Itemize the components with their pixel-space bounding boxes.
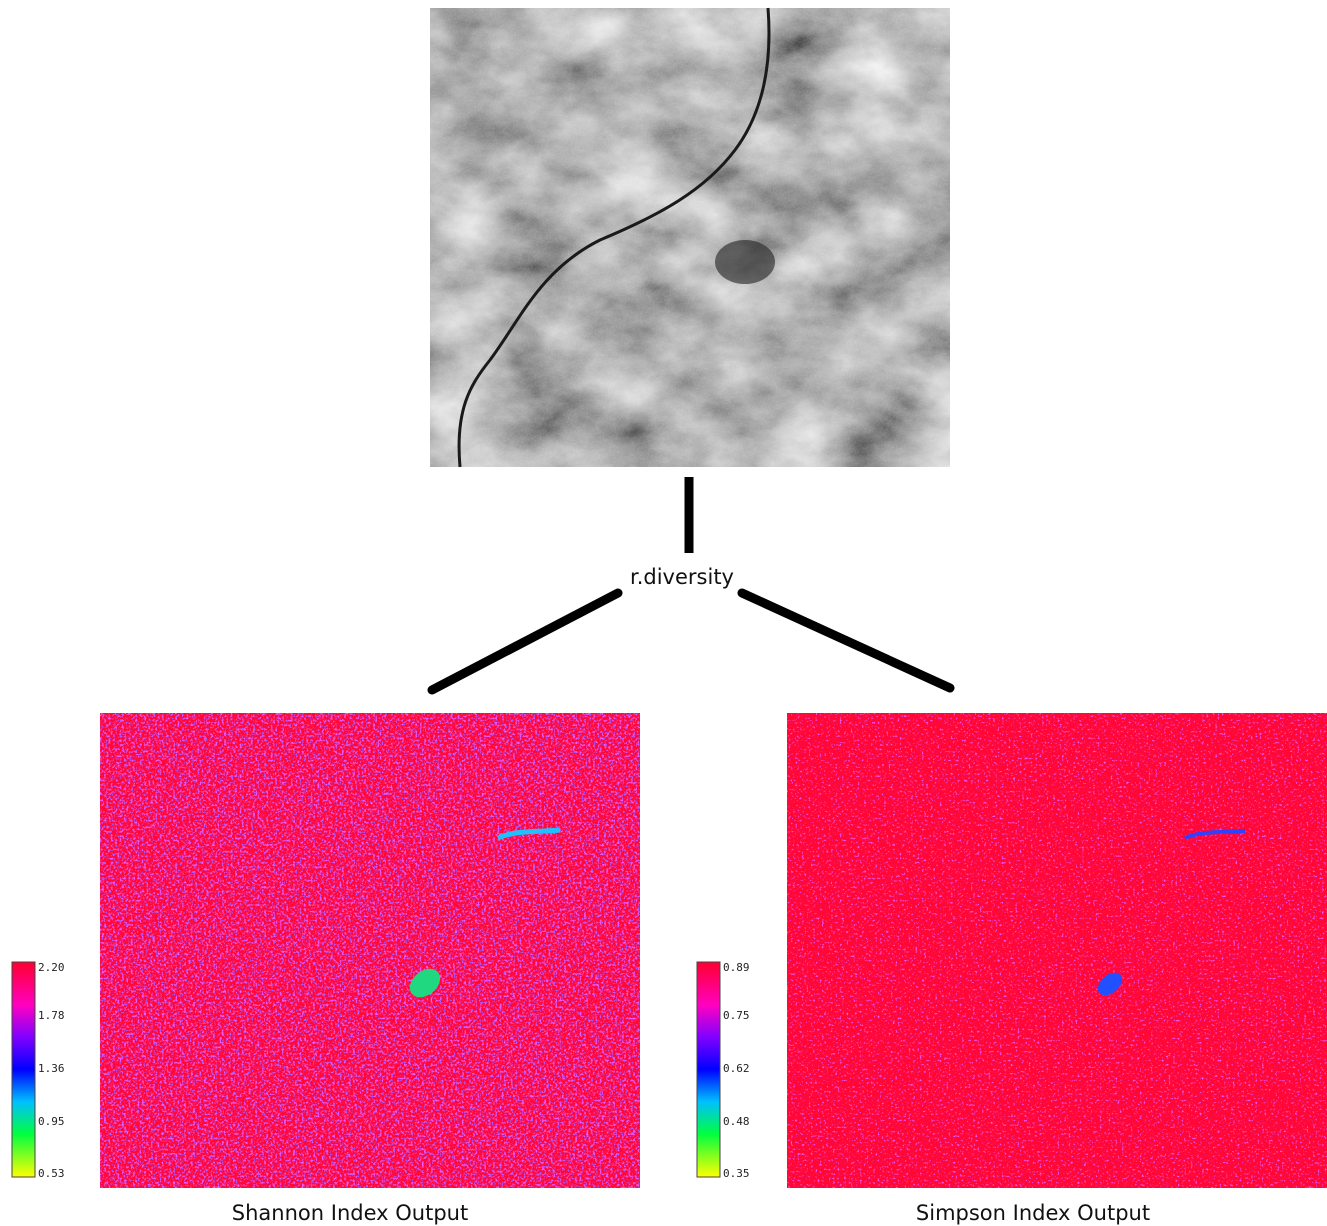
connector: [432, 593, 618, 690]
diagram: r.diversity 2.20 1.78 1.36 0.95 0.53 0.89 0.75…: [0, 0, 1327, 1226]
connector: [742, 593, 950, 688]
color-bar: [697, 962, 720, 1177]
shannon-map: [100, 713, 640, 1188]
legend-label: 0.48: [723, 1115, 750, 1128]
legend-label: 0.75: [723, 1009, 750, 1022]
process-label: r.diversity: [630, 565, 734, 589]
legend-label: 0.62: [723, 1062, 750, 1075]
map-caption: Shannon Index Output: [232, 1201, 468, 1225]
legend-label: 0.35: [723, 1167, 750, 1180]
legend-label: 0.95: [38, 1115, 65, 1128]
legend-label: 0.89: [723, 961, 750, 974]
legend-label: 1.78: [38, 1009, 65, 1022]
legend-label: 0.53: [38, 1167, 65, 1180]
satellite-image: [430, 8, 950, 467]
legend-label: 1.36: [38, 1062, 65, 1075]
color-bar: [12, 962, 35, 1177]
simpson-map: [787, 713, 1327, 1188]
legend-label: 2.20: [38, 961, 65, 974]
map-caption: Simpson Index Output: [916, 1201, 1150, 1225]
